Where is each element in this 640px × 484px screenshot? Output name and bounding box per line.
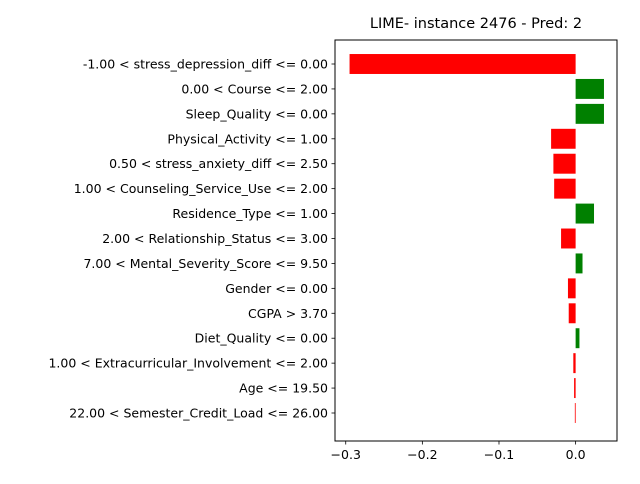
- bar-12: [573, 353, 576, 374]
- bar-10: [568, 303, 576, 324]
- x-tick-label-2: −0.1: [484, 447, 514, 462]
- bar-8: [575, 253, 583, 274]
- bar-6: [575, 203, 595, 224]
- y-tick-label-4: 0.50 < stress_anxiety_diff <= 2.50: [109, 156, 328, 171]
- y-tick-label-6: Residence_Type <= 1.00: [172, 206, 328, 221]
- y-tick-label-2: Sleep_Quality <= 0.00: [186, 106, 328, 121]
- y-tick-label-9: Gender <= 0.00: [225, 281, 328, 296]
- y-tick-label-8: 7.00 < Mental_Severity_Score <= 9.50: [83, 256, 328, 271]
- y-tick-label-13: Age <= 19.50: [239, 381, 328, 396]
- y-tick-label-5: 1.00 < Counseling_Service_Use <= 2.00: [74, 181, 328, 196]
- y-tick-labels: -1.00 < stress_depression_diff <= 0.00 0.…: [48, 57, 335, 421]
- bars-layer: [349, 54, 604, 423]
- y-tick-label-11: Diet_Quality <= 0.00: [195, 331, 328, 346]
- y-tick-label-0: -1.00 < stress_depression_diff <= 0.00: [83, 57, 328, 72]
- x-tick-labels: −0.3 −0.2 −0.1 0.0: [331, 441, 586, 462]
- bar-0: [349, 54, 576, 74]
- bar-14: [574, 403, 576, 423]
- bar-1: [575, 78, 604, 99]
- y-tick-label-14: 22.00 < Semester_Credit_Load <= 26.00: [69, 406, 328, 421]
- bar-13: [574, 378, 576, 399]
- x-tick-label-3: 0.0: [566, 447, 586, 462]
- bar-4: [553, 153, 576, 174]
- bar-2: [575, 103, 604, 124]
- bar-5: [554, 178, 576, 199]
- chart-title: LIME- instance 2476 - Pred: 2: [370, 16, 582, 32]
- bar-7: [561, 228, 576, 249]
- x-tick-label-0: −0.3: [331, 447, 361, 462]
- y-tick-label-1: 0.00 < Course <= 2.00: [181, 81, 328, 96]
- y-tick-label-10: CGPA > 3.70: [248, 306, 328, 321]
- bar-3: [551, 128, 576, 149]
- bar-11: [575, 328, 580, 349]
- y-tick-label-7: 2.00 < Relationship_Status <= 3.00: [102, 231, 328, 246]
- plot-area-frame: [334, 39, 618, 442]
- x-tick-label-1: −0.2: [407, 447, 437, 462]
- y-tick-label-12: 1.00 < Extracurricular_Involvement <= 2.…: [48, 356, 328, 371]
- bar-9: [567, 278, 576, 299]
- y-tick-label-3: Physical_Activity <= 1.00: [167, 131, 328, 146]
